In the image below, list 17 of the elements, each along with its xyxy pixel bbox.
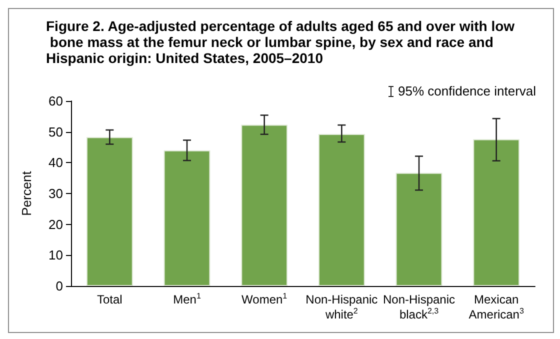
y-tick-label: 40 <box>48 155 63 170</box>
bar <box>473 139 520 286</box>
y-tick-label: 50 <box>48 124 63 140</box>
bar <box>164 150 210 286</box>
text: 95% confidence interval <box>398 84 536 98</box>
y-tick-label: 60 <box>48 94 63 108</box>
y-tick-label: 10 <box>48 248 63 263</box>
bar <box>318 134 365 286</box>
bar <box>86 137 133 286</box>
bar <box>396 172 442 286</box>
chart-title: Figure 2. Age-adjusted percentage of adults aged 65 and over with low bone mass at the femur neck or lumbar spine, by sex and race and Hispanic origin: United States, 2005–2010 <box>46 18 515 66</box>
y-tick-label: 0 <box>56 278 63 294</box>
bar <box>241 124 288 286</box>
y-tick-label: 30 <box>48 186 63 201</box>
y-tick-label: 20 <box>48 216 63 232</box>
x-tick-label: Total <box>96 292 122 306</box>
y-axis-title: Percent <box>19 170 34 216</box>
